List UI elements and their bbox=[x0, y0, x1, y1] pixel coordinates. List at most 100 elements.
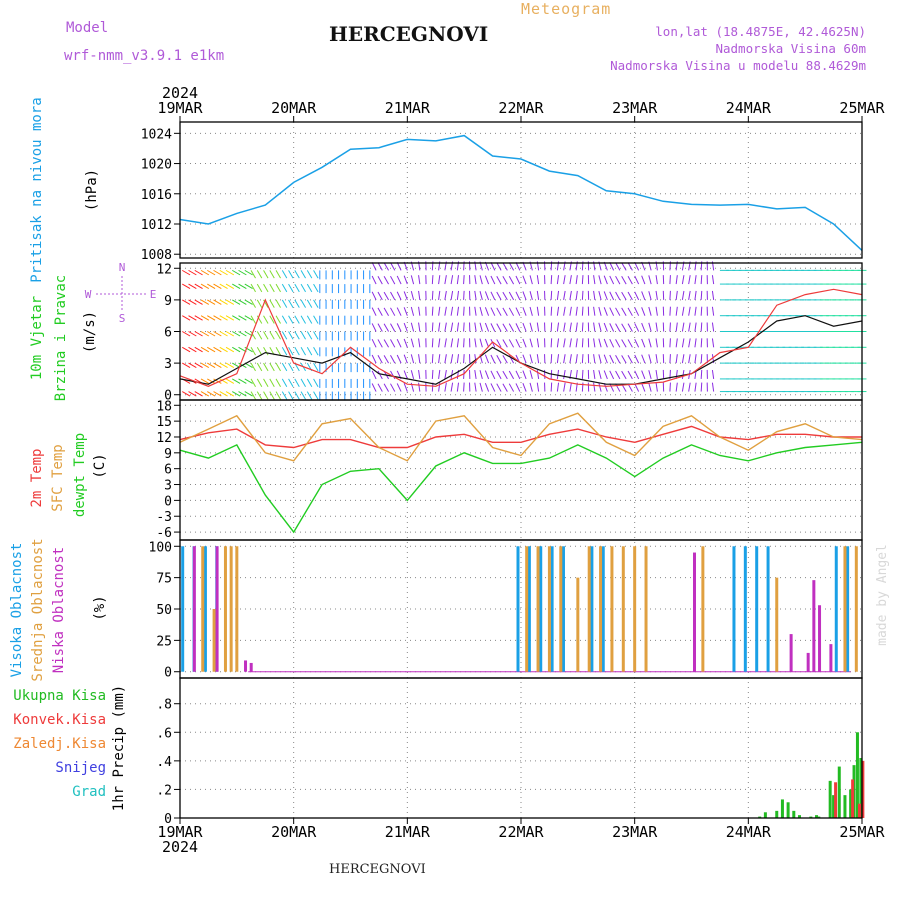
wind-arrow bbox=[593, 306, 596, 316]
wind-arrow bbox=[556, 306, 560, 316]
cloud-bar bbox=[576, 577, 580, 672]
wind-arrow bbox=[675, 369, 678, 379]
wind-arrow bbox=[615, 275, 621, 285]
wind-arrow bbox=[474, 338, 477, 348]
cloud-bar bbox=[732, 546, 736, 672]
wind-arrow bbox=[207, 315, 216, 321]
wind-arrow bbox=[688, 322, 691, 332]
wind-arrow bbox=[621, 291, 627, 301]
wind-arrow bbox=[484, 354, 490, 364]
wind-arrow bbox=[496, 339, 502, 348]
wind-arrow bbox=[213, 315, 222, 321]
wind-arrow bbox=[256, 331, 263, 340]
wind-arrow bbox=[490, 291, 496, 301]
wind-arrow bbox=[675, 306, 678, 316]
wind-arrow bbox=[681, 306, 685, 316]
cloud-bar bbox=[633, 546, 637, 672]
wind-arrow bbox=[371, 354, 377, 364]
wind-arrow bbox=[675, 354, 678, 364]
y-tick-label: 1016 bbox=[141, 188, 172, 203]
wind-arrow bbox=[556, 338, 560, 348]
wind-arrow bbox=[300, 315, 306, 324]
wind-arrow bbox=[484, 370, 490, 380]
wind-arrow bbox=[609, 291, 615, 301]
wind-arrow bbox=[575, 322, 578, 332]
footer-title: HERCEGNOVI bbox=[329, 862, 426, 877]
cloud-ylabel-3: Niska Oblacnost bbox=[51, 547, 67, 673]
wind-arrow bbox=[603, 275, 608, 285]
y-tick-label: 9 bbox=[164, 294, 172, 309]
wind-arrow bbox=[615, 291, 621, 301]
cloud-bar bbox=[559, 546, 563, 672]
wind-arrow bbox=[219, 362, 228, 369]
wind-arrow bbox=[219, 283, 228, 290]
wind-arrow bbox=[515, 338, 521, 348]
wind-arrow bbox=[490, 370, 496, 380]
cloud-bar bbox=[212, 609, 216, 672]
wind-arrow bbox=[609, 383, 615, 392]
y-tick-label: 9 bbox=[164, 447, 172, 462]
wind-arrow bbox=[479, 291, 483, 301]
wind-arrow bbox=[450, 382, 454, 392]
wind-arrow bbox=[681, 322, 685, 332]
wind-arrow bbox=[456, 322, 460, 332]
wind-arrow bbox=[529, 338, 533, 348]
wind-arrow bbox=[681, 275, 685, 285]
wind-arrow bbox=[615, 354, 621, 364]
cloud-unit: (%) bbox=[92, 595, 108, 620]
wind-arrow bbox=[438, 322, 441, 332]
wind-arrow bbox=[474, 290, 477, 300]
wind-arrow bbox=[688, 290, 691, 300]
wind-arrow bbox=[529, 322, 533, 332]
wind-arrow bbox=[244, 299, 253, 305]
wind-arrow bbox=[556, 369, 560, 379]
wind-arrow bbox=[669, 306, 671, 316]
wind-arrow bbox=[194, 283, 203, 290]
wind-arrow bbox=[621, 262, 627, 271]
wind-arrow bbox=[484, 291, 490, 301]
wind-arrow bbox=[313, 331, 319, 340]
precip-bar bbox=[792, 810, 796, 818]
wind-arrow bbox=[484, 338, 490, 348]
wind-arrow bbox=[694, 275, 697, 285]
wind-arrow bbox=[615, 339, 621, 348]
wind-arrow bbox=[496, 307, 502, 316]
pressure-line bbox=[179, 134, 863, 251]
wind-arrow bbox=[444, 369, 447, 380]
wind-arrow bbox=[700, 306, 703, 316]
wind-arrow bbox=[474, 322, 477, 332]
wind-arrow bbox=[194, 362, 203, 369]
wind-arrow bbox=[390, 383, 396, 392]
wind-arrow bbox=[496, 383, 502, 392]
wind-arrow bbox=[182, 269, 191, 276]
wind-arrow bbox=[444, 290, 447, 300]
wind-arrow bbox=[410, 291, 415, 301]
wind-arrow bbox=[655, 354, 658, 364]
x-label-bottom: 25MAR bbox=[839, 823, 885, 841]
wind-arrow bbox=[182, 283, 191, 290]
wind-arrow bbox=[522, 354, 527, 364]
wind-arrow bbox=[294, 347, 300, 356]
wind-arrow bbox=[508, 323, 515, 332]
wind-arrow bbox=[383, 383, 390, 392]
pressure-ylabel: Pritisak na nivou mora bbox=[29, 97, 45, 282]
wind-arrow bbox=[484, 382, 490, 392]
wind-arrow bbox=[213, 299, 222, 305]
x-label-top: 22MAR bbox=[498, 99, 544, 117]
wind-arrow bbox=[627, 323, 633, 332]
precip-bar bbox=[834, 782, 838, 818]
cloud-bar bbox=[743, 546, 747, 672]
cloud-bar bbox=[525, 546, 529, 672]
wind-arrow bbox=[371, 323, 377, 332]
x-label-bottom: 21MAR bbox=[385, 823, 431, 841]
wind-arrow bbox=[688, 338, 691, 348]
wind-arrow bbox=[675, 290, 678, 300]
x-label-top: 25MAR bbox=[839, 99, 885, 117]
y-tick-label: 1020 bbox=[141, 158, 172, 173]
precip-bar bbox=[855, 732, 859, 818]
wind-arrow bbox=[306, 378, 313, 387]
wind-arrow bbox=[502, 262, 508, 271]
cloud-bar bbox=[854, 546, 858, 672]
wind-arrow bbox=[200, 346, 210, 353]
wind-arrow bbox=[569, 338, 572, 348]
